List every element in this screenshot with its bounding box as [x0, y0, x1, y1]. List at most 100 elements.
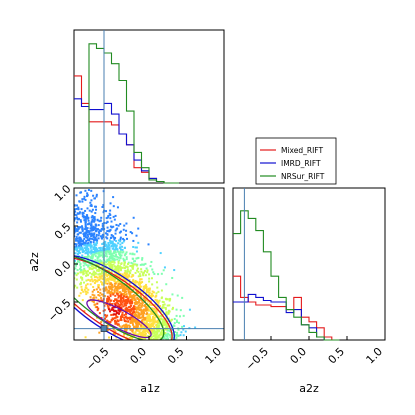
scatter-point	[141, 273, 144, 276]
scatter-point	[116, 315, 119, 318]
scatter-point	[121, 242, 124, 245]
scatter-point	[124, 270, 127, 273]
scatter-point	[61, 206, 63, 208]
scatter-point	[76, 230, 79, 233]
scatter-point	[105, 278, 108, 281]
scatter-point	[109, 213, 112, 216]
scatter-point	[148, 291, 151, 294]
scatter-point	[107, 229, 110, 232]
scatter-point	[101, 224, 104, 227]
scatter-point	[135, 315, 138, 318]
scatter-point	[91, 267, 94, 270]
scatter-point	[121, 301, 124, 304]
scatter-point	[167, 312, 170, 315]
scatter-point	[83, 267, 86, 270]
scatter-point	[132, 216, 135, 219]
scatter-point	[116, 311, 119, 314]
scatter-point	[85, 274, 88, 277]
scatter-point	[83, 197, 86, 200]
scatter-point	[124, 252, 127, 255]
scatter-point	[134, 319, 137, 322]
scatter-point	[95, 233, 98, 236]
scatter-point	[89, 201, 92, 204]
scatter-point	[125, 278, 128, 281]
scatter-point	[128, 291, 131, 294]
scatter-point	[146, 271, 149, 274]
scatter-point	[154, 303, 157, 306]
scatter-point	[145, 322, 148, 325]
scatter-point	[107, 269, 110, 272]
scatter-point	[95, 235, 98, 238]
scatter-point	[154, 335, 157, 338]
scatter-point	[137, 304, 140, 307]
scatter-point	[117, 320, 120, 323]
scatter-point	[119, 243, 122, 246]
scatter-point	[150, 277, 153, 280]
scatter-ytick-label: 0.5	[52, 220, 74, 242]
scatter-point	[142, 309, 145, 312]
scatter-point	[142, 310, 145, 313]
scatter-point	[99, 259, 102, 262]
scatter-point	[124, 324, 127, 327]
scatter-point	[117, 312, 120, 315]
scatter-point	[98, 253, 101, 256]
scatter-point	[117, 262, 120, 265]
scatter-point	[87, 188, 90, 191]
scatter-point	[162, 324, 165, 327]
scatter-point	[132, 278, 135, 281]
scatter-point	[179, 309, 182, 312]
scatter-point	[142, 263, 145, 266]
scatter-point	[126, 286, 129, 289]
scatter-point	[78, 294, 81, 297]
scatter-point	[115, 223, 118, 226]
scatter-point	[97, 249, 100, 252]
scatter-point	[92, 241, 95, 244]
scatter-point	[156, 305, 159, 308]
scatter-point	[161, 337, 164, 340]
scatter-point	[110, 240, 113, 243]
scatter-point	[107, 258, 110, 261]
scatter-point	[137, 313, 140, 316]
scatter-point	[75, 194, 78, 197]
scatter-point	[85, 216, 88, 219]
scatter-point	[108, 261, 111, 264]
scatter-point	[134, 298, 137, 301]
scatter-point	[87, 288, 90, 291]
scatter-point	[168, 334, 171, 337]
scatter-point	[74, 217, 77, 220]
scatter-point	[115, 287, 118, 290]
scatter-point	[158, 324, 161, 327]
scatter-point	[100, 280, 103, 283]
scatter-point	[151, 324, 154, 327]
scatter-point	[97, 286, 100, 289]
scatter-point	[138, 330, 141, 333]
scatter-point	[112, 292, 115, 295]
scatter-point	[109, 287, 112, 290]
scatter-point	[69, 203, 71, 205]
scatter-point	[140, 310, 143, 313]
scatter-point	[115, 322, 118, 325]
scatter-point	[92, 227, 95, 230]
scatter-point	[134, 321, 137, 324]
scatter-point	[82, 241, 85, 244]
scatter-point	[109, 257, 112, 260]
scatter-point	[125, 320, 128, 323]
scatter-point	[140, 308, 143, 311]
scatter-point	[141, 257, 144, 260]
scatter-point	[89, 244, 92, 247]
scatter-point	[128, 270, 131, 273]
scatter-point	[132, 331, 135, 334]
scatter-point	[69, 216, 71, 218]
scatter-point	[81, 225, 84, 228]
a2z-hist-xtick-label: −0.5	[243, 345, 271, 373]
scatter-point	[163, 319, 166, 322]
scatter-point	[157, 308, 160, 311]
scatter-point	[104, 263, 107, 266]
scatter-point	[112, 252, 115, 255]
scatter-point	[86, 291, 89, 294]
scatter-point	[119, 250, 122, 253]
scatter-point	[133, 253, 136, 256]
scatter-point	[71, 203, 73, 205]
scatter-point	[132, 289, 135, 292]
scatter-point	[134, 315, 137, 318]
